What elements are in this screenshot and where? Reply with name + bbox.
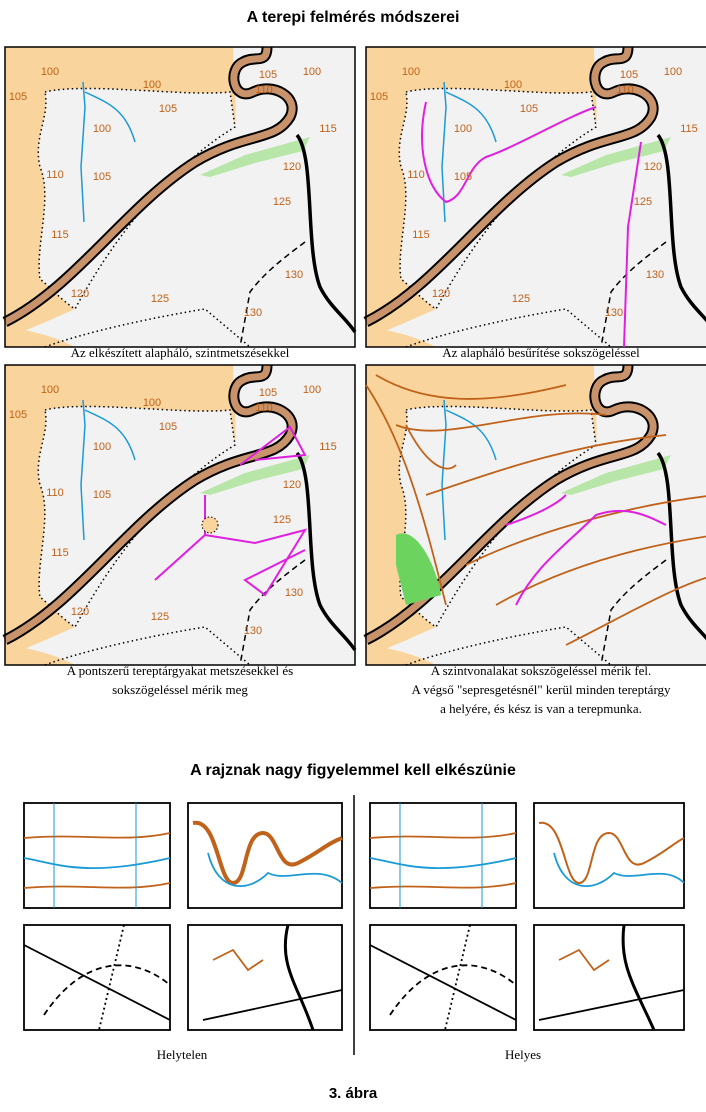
contour-label: 125	[634, 196, 652, 208]
contour-label: 105	[259, 69, 277, 81]
contour-label: 125	[273, 514, 291, 526]
panel-caption: Az elkészített alapháló, szintmetszésekk…	[71, 345, 290, 360]
contour-label: 110	[407, 169, 425, 181]
contour-label: 120	[644, 161, 662, 173]
contour-label: 105	[259, 387, 277, 399]
contour-label: 110	[255, 84, 273, 96]
map-panel: 100 105 100 105 105 100 110 115 100 105 110 120 125 1…	[366, 47, 706, 347]
contour-label: 105	[9, 409, 27, 421]
contour-label: 115	[319, 123, 337, 135]
contour-label: 100	[504, 79, 522, 91]
contour-label: 130	[244, 625, 262, 637]
contour-label: 125	[273, 196, 291, 208]
contour-label: 110	[255, 402, 273, 414]
contour-label: 130	[285, 587, 303, 599]
contour-label: 105	[9, 91, 27, 103]
wrong-label: Helytelen	[157, 1047, 208, 1062]
contour-label: 100	[303, 66, 321, 78]
map-panel: 100 105 100 105 105 100 110 115 100 105 110 120 125 1…	[5, 365, 355, 665]
contour-label: 130	[244, 307, 262, 319]
contour-label: 110	[46, 487, 64, 499]
contour-label: 105	[159, 421, 177, 433]
right-label: Helyes	[505, 1047, 541, 1062]
contour-label: 115	[680, 123, 698, 135]
contour-label: 100	[41, 384, 59, 396]
contour-label: 100	[402, 66, 420, 78]
contour-label: 100	[143, 397, 161, 409]
map-panel	[366, 365, 706, 665]
contour-label: 100	[303, 384, 321, 396]
contour-label: 120	[283, 161, 301, 173]
contour-label: 120	[71, 606, 89, 618]
contour-label: 105	[370, 91, 388, 103]
contour-label: 100	[664, 66, 682, 78]
contour-label: 100	[93, 441, 111, 453]
contour-label: 105	[520, 103, 538, 115]
contour-label: 120	[71, 288, 89, 300]
panel-caption: Az alapháló besűrítése sokszögeléssel	[442, 345, 640, 360]
contour-label: 115	[319, 441, 337, 453]
panel-caption: A pontszerű tereptárgyakat metszésekkel …	[67, 663, 293, 678]
section-title: A rajznak nagy figyelemmel kell elkészün…	[190, 762, 516, 779]
panel-caption: sokszögeléssel mérik meg	[112, 682, 248, 697]
contour-label: 110	[46, 169, 64, 181]
map-panel: 100 105 100 105 105 100 110 115 100 105 110 120 125 1…	[5, 47, 355, 347]
contour-label: 125	[151, 611, 169, 623]
panel-caption: a helyére, és kész is van a terepmunka.	[440, 701, 642, 716]
panel-caption: A szintvonalakat sokszögeléssel mérik fe…	[431, 663, 652, 678]
contour-label: 125	[151, 293, 169, 305]
contour-label: 115	[412, 229, 430, 241]
title: A terepi felmérés módszerei	[247, 9, 460, 26]
contour-label: 100	[93, 123, 111, 135]
contour-label: 105	[159, 103, 177, 115]
contour-label: 130	[646, 269, 664, 281]
contour-label: 120	[432, 288, 450, 300]
contour-label: 105	[93, 171, 111, 183]
contour-label: 100	[454, 123, 472, 135]
example-boxes	[23, 802, 685, 1031]
contour-label: 130	[285, 269, 303, 281]
contour-label: 125	[512, 293, 530, 305]
contour-label: 100	[143, 79, 161, 91]
contour-label: 130	[605, 307, 623, 319]
contour-label: 120	[283, 479, 301, 491]
contour-label: 105	[454, 171, 472, 183]
contour-label: 110	[616, 84, 634, 96]
contour-label: 105	[93, 489, 111, 501]
contour-label: 105	[620, 69, 638, 81]
panel-caption: A végső "sepresgetésnél" kerül minden te…	[411, 682, 671, 697]
figure-label: 3. ábra	[329, 1085, 378, 1102]
contour-label: 115	[51, 229, 69, 241]
contour-label: 100	[41, 66, 59, 78]
contour-label: 115	[51, 547, 69, 559]
